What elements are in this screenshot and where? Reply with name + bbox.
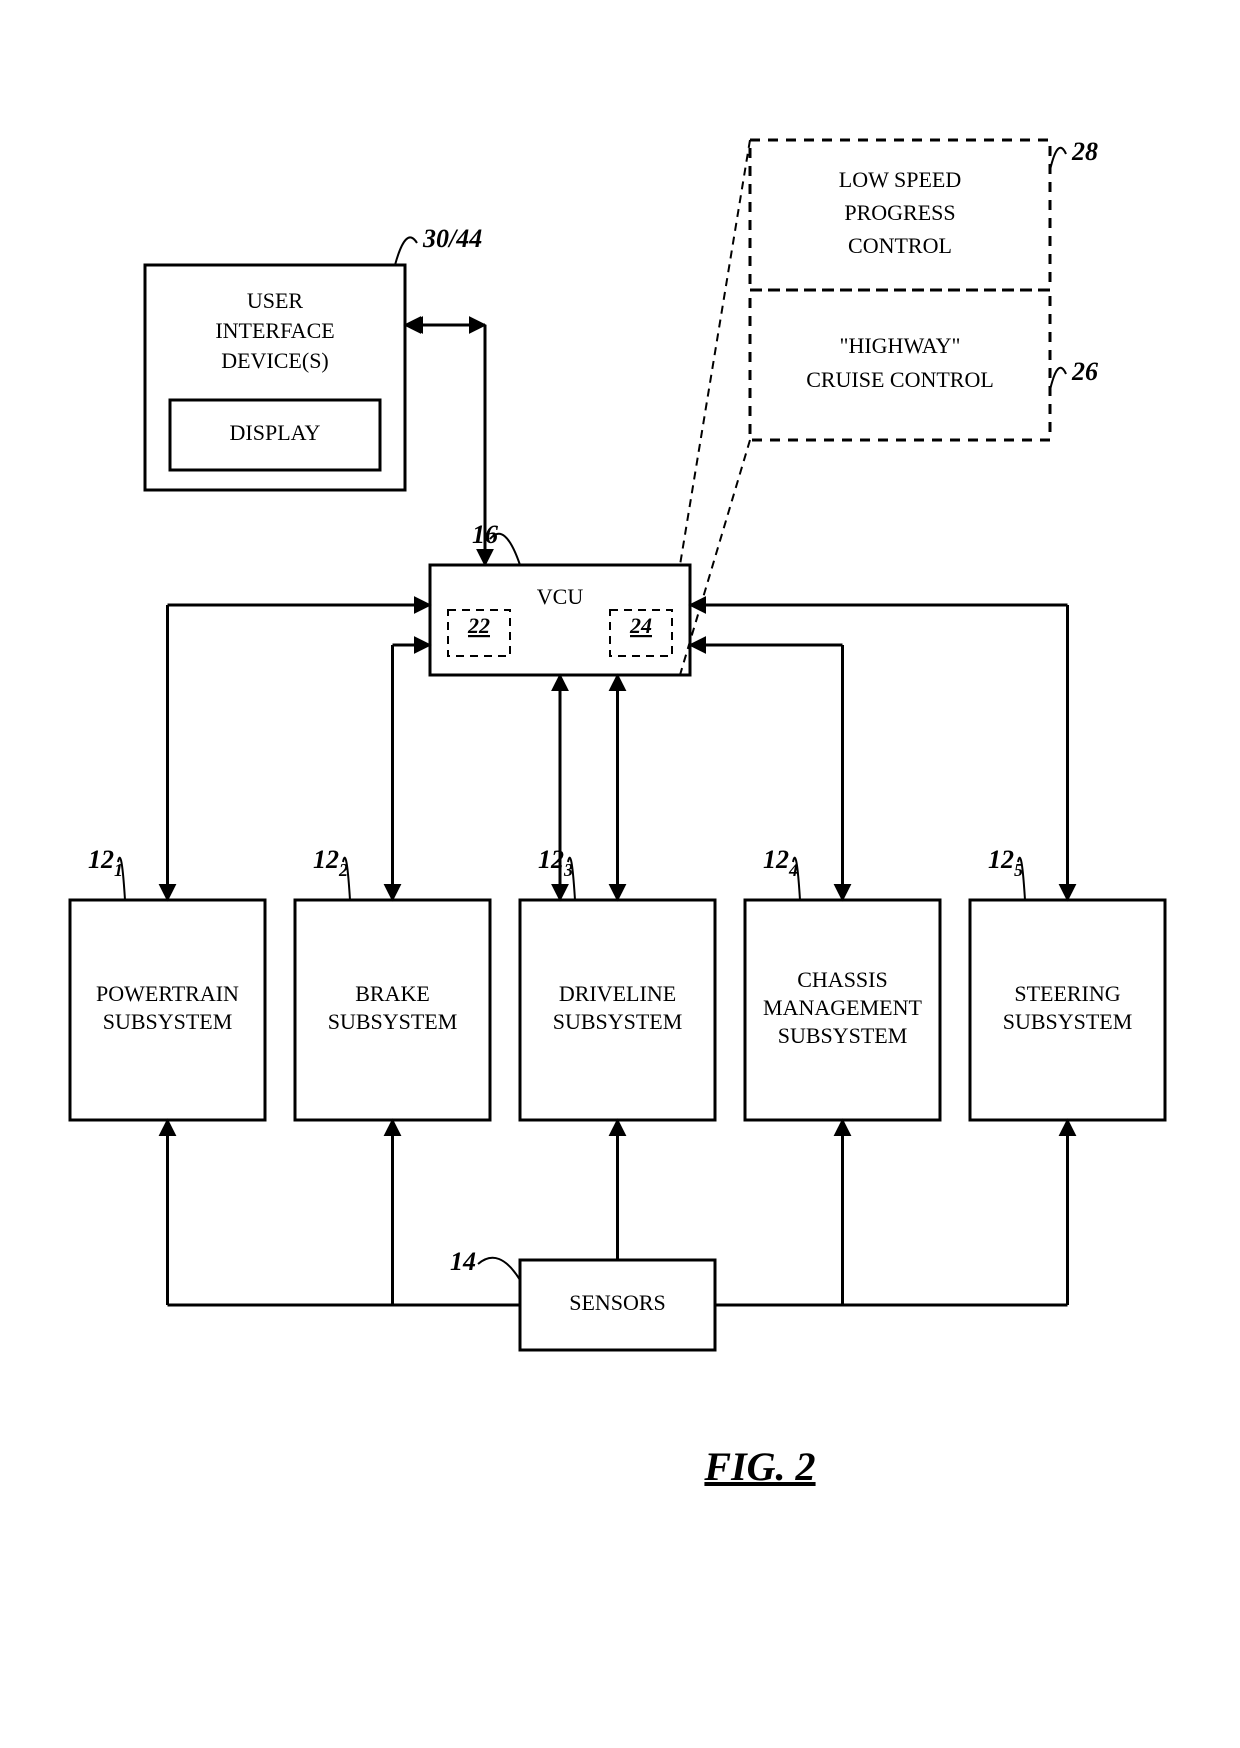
svg-text:26: 26 <box>1071 357 1098 386</box>
svg-text:USER: USER <box>247 288 304 313</box>
svg-text:121: 121 <box>88 845 123 880</box>
svg-text:PROGRESS: PROGRESS <box>844 200 955 225</box>
svg-text:122: 122 <box>313 845 348 880</box>
svg-text:INTERFACE: INTERFACE <box>215 318 334 343</box>
svg-text:MANAGEMENT: MANAGEMENT <box>763 995 922 1020</box>
svg-text:POWERTRAIN: POWERTRAIN <box>96 981 239 1006</box>
svg-text:STEERING: STEERING <box>1014 981 1120 1006</box>
svg-text:SENSORS: SENSORS <box>569 1290 666 1315</box>
svg-text:30/44: 30/44 <box>422 224 482 253</box>
svg-text:SUBSYSTEM: SUBSYSTEM <box>1003 1009 1133 1034</box>
svg-text:124: 124 <box>763 845 798 880</box>
svg-text:BRAKE: BRAKE <box>355 981 430 1006</box>
svg-text:SUBSYSTEM: SUBSYSTEM <box>328 1009 458 1034</box>
svg-text:125: 125 <box>988 845 1023 880</box>
svg-text:123: 123 <box>538 845 573 880</box>
svg-text:DISPLAY: DISPLAY <box>230 420 321 445</box>
svg-text:24: 24 <box>629 613 652 638</box>
svg-text:CRUISE CONTROL: CRUISE CONTROL <box>806 367 994 392</box>
svg-text:14: 14 <box>450 1247 476 1276</box>
svg-text:DRIVELINE: DRIVELINE <box>559 981 676 1006</box>
svg-text:SUBSYSTEM: SUBSYSTEM <box>553 1009 683 1034</box>
svg-text:CHASSIS: CHASSIS <box>797 967 887 992</box>
svg-text:22: 22 <box>467 613 490 638</box>
svg-text:FIG. 2: FIG. 2 <box>703 1444 815 1489</box>
svg-text:CONTROL: CONTROL <box>848 233 952 258</box>
svg-text:SUBSYSTEM: SUBSYSTEM <box>778 1023 908 1048</box>
svg-text:28: 28 <box>1071 137 1098 166</box>
svg-text:VCU: VCU <box>537 584 584 609</box>
svg-text:"HIGHWAY": "HIGHWAY" <box>839 333 960 358</box>
svg-text:LOW SPEED: LOW SPEED <box>839 167 961 192</box>
svg-text:SUBSYSTEM: SUBSYSTEM <box>103 1009 233 1034</box>
svg-text:DEVICE(S): DEVICE(S) <box>221 348 329 373</box>
